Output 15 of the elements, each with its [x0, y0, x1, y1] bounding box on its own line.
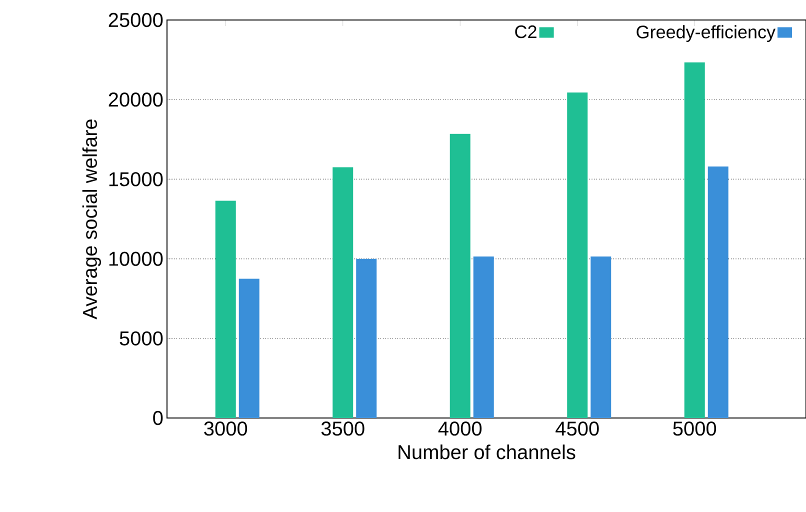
legend-label: C2: [515, 25, 536, 38]
x-tick-label: 3000: [204, 422, 248, 436]
x-tick-label: 5000: [673, 422, 716, 436]
x-axis-title: Number of channels: [398, 444, 576, 460]
x-tick-label: 3500: [321, 422, 364, 436]
y-tick-label: 5000: [120, 331, 163, 346]
y-tick-label: 10000: [109, 252, 163, 266]
legend-label: Greedy-efficiency: [636, 25, 776, 42]
y-tick-label: 15000: [109, 172, 163, 186]
y-tick-label: 25000: [108, 12, 163, 28]
x-tick-label: 4000: [438, 422, 482, 436]
y-tick-label: 20000: [108, 92, 163, 107]
y-axis-title: Average social welfare: [82, 120, 101, 320]
x-tick-label: 4500: [556, 422, 599, 436]
y-tick-label: 0: [153, 410, 163, 426]
